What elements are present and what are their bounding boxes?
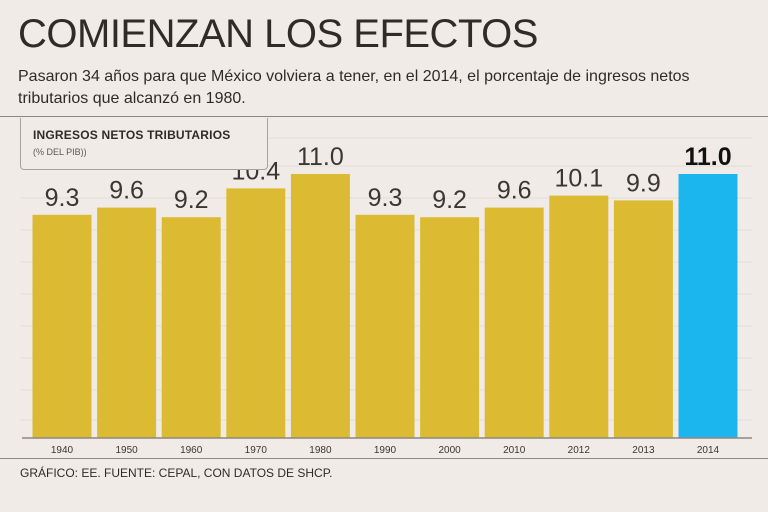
bar-1970: [226, 188, 286, 438]
category-label-1980: 1980: [309, 445, 332, 456]
category-label-2014: 2014: [697, 445, 720, 456]
chart-category-labels: 1940 1950 1960 1970 1980 1990 2000 2010 2012 2013…: [51, 445, 720, 456]
category-label-2012: 2012: [568, 445, 591, 456]
legend-box: INGRESOS NETOS TRIBUTARIOS (% DEL PIB)): [20, 118, 268, 170]
header-divider: [0, 116, 768, 117]
bar-1950: [97, 207, 157, 438]
category-label-1960: 1960: [180, 445, 203, 456]
value-label-1960: 9.2: [174, 186, 209, 214]
category-label-1970: 1970: [245, 445, 268, 456]
category-label-2000: 2000: [438, 445, 461, 456]
value-label-1950: 9.6: [109, 177, 144, 205]
bar-2012: [549, 195, 609, 438]
legend-unit: (% DEL PIB)): [33, 147, 87, 157]
category-label-1940: 1940: [51, 445, 74, 456]
chart-value-labels: 9.3 9.6 9.210.411.09.3 9.2 9.6 10.1 9.911.0: [45, 143, 732, 214]
chart-bars: [32, 174, 738, 438]
bar-1960: [161, 217, 221, 438]
category-label-1990: 1990: [374, 445, 397, 456]
footer-divider: [0, 458, 768, 459]
bar-2014: [678, 174, 738, 438]
bar-1980: [290, 174, 350, 438]
source-credit: GRÁFICO: EE. FUENTE: CEPAL, CON DATOS DE…: [20, 466, 333, 480]
bar-1940: [32, 214, 92, 438]
category-label-2010: 2010: [503, 445, 526, 456]
value-label-2010: 9.6: [497, 177, 532, 205]
legend-title: INGRESOS NETOS TRIBUTARIOS: [33, 128, 231, 142]
page-title: COMIENZAN LOS EFECTOS: [18, 12, 538, 56]
page-subtitle: Pasaron 34 años para que México volviera…: [18, 68, 690, 107]
value-label-2000: 9.2: [432, 186, 467, 214]
bar-2010: [484, 207, 544, 438]
value-label-2013: 9.9: [626, 169, 661, 197]
bar-2013: [613, 200, 673, 438]
category-label-2013: 2013: [632, 445, 655, 456]
category-label-1950: 1950: [115, 445, 138, 456]
value-label-1940: 9.3: [45, 184, 80, 212]
value-label-2014: 11.0: [684, 143, 731, 171]
bar-1990: [355, 214, 415, 438]
value-label-1980: 11.0: [297, 143, 344, 171]
value-label-1990: 9.3: [368, 184, 403, 212]
value-label-2012: 10.1: [554, 165, 603, 193]
bar-2000: [420, 217, 480, 438]
